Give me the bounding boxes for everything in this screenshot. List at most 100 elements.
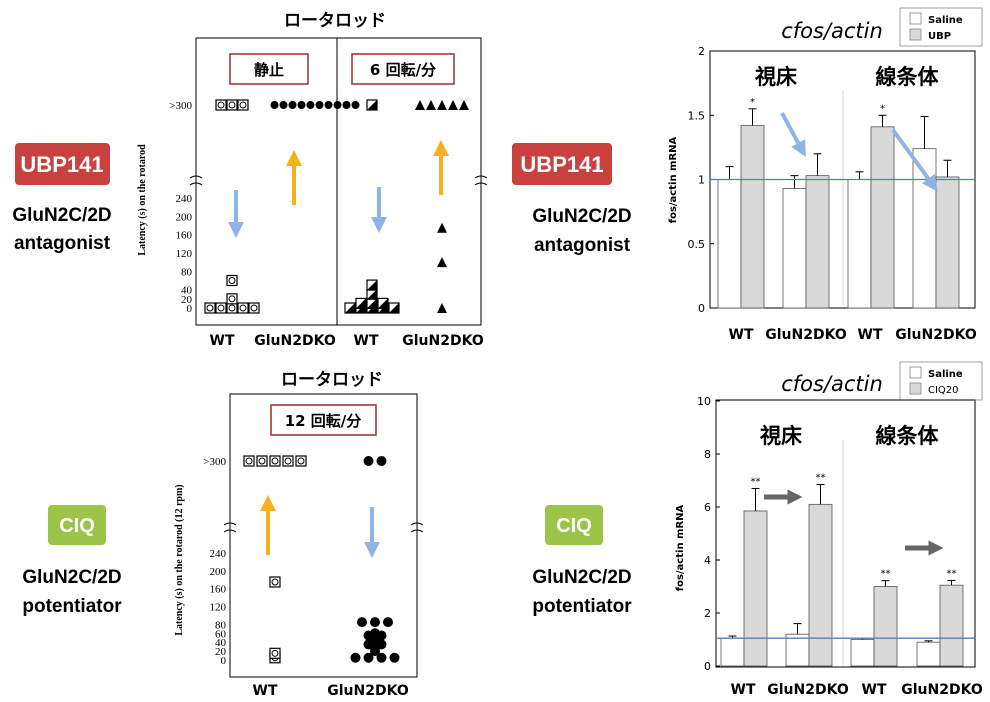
cfos-top-ylabel: fos/actin mRNA	[668, 136, 679, 223]
point-top-1-1	[426, 100, 436, 110]
bottom-ytick-40: 40	[215, 637, 227, 649]
point-top-1-1	[415, 100, 425, 110]
point-bottom-1	[357, 617, 367, 628]
botbar-wt-2: WT	[862, 682, 887, 698]
legend-bottom-ciq: CIQ20	[928, 385, 959, 396]
legend-ciq-swatch	[909, 382, 922, 395]
point-bottom-1	[376, 652, 387, 663]
bottom-ytick-200: 200	[210, 566, 227, 578]
point-bottom-0	[256, 455, 268, 467]
ciq-desc-mid-1: GluN2C/2D	[532, 567, 631, 588]
rotarod-bottom-chart: ロータロッド 12 回転/分 Latency (s) on the rotaro…	[174, 370, 424, 699]
bottom-ytick-240: 240	[210, 548, 227, 560]
point-bottom-0	[295, 455, 307, 467]
condition-6rpm-label: 6 回転/分	[370, 61, 436, 79]
point-top-0-0	[237, 99, 249, 111]
top-ytick-0: 0	[187, 303, 193, 315]
point-top-1-1	[448, 100, 458, 110]
point-top-0-1	[297, 101, 306, 109]
point-bottom-1	[376, 456, 387, 466]
point-top-1-0	[366, 279, 378, 291]
cfos-top-title: cfos/actin	[781, 19, 883, 43]
diag-arrow-blue-2	[891, 128, 938, 192]
botbar-ytick: 8	[704, 448, 711, 461]
point-bottom-1	[370, 628, 380, 639]
bottom-ytick-80: 80	[215, 619, 227, 631]
topbar-bar-saline	[847, 179, 872, 309]
striatum-label-bottom: 線条体	[876, 424, 940, 448]
point-top-0-0	[226, 302, 238, 314]
condition-box-6rpm	[351, 53, 455, 85]
point-top-0-1	[270, 101, 279, 109]
point-top-1-1	[437, 100, 447, 110]
condition-box-static	[229, 53, 309, 85]
ciq-desc-mid-2: potentiator	[532, 596, 632, 617]
point-bottom-1	[363, 456, 374, 466]
point-top-1-0	[366, 297, 378, 310]
point-top-0-1	[306, 101, 315, 109]
point-top-1-0	[377, 297, 389, 310]
botbar-bar-ciq20	[743, 510, 768, 667]
point-top-1-1	[437, 257, 447, 268]
point-top-0-0	[215, 99, 227, 111]
thalamus-label-top: 視床	[754, 65, 797, 89]
ubp141-label-mid: UBP141	[520, 152, 603, 177]
top-static-ko-label: GluN2DKO	[254, 333, 336, 349]
botbar-bar-ciq20	[939, 584, 964, 667]
cfos-bottom-chart: cfos/actin Saline CIQ20 fos/actin mRNA 視…	[675, 361, 983, 698]
ubp-desc-mid-1: GluN2C/2D	[532, 206, 631, 227]
topbar-bar-saline	[717, 179, 742, 309]
botbar-bar-saline	[916, 641, 941, 667]
botbar-significance: **	[947, 568, 957, 579]
botbar-ytick: 0	[704, 660, 711, 673]
botbar-bar-ciq20	[808, 503, 833, 667]
ciq-label: CIQ	[59, 515, 95, 537]
ciq-desc-line1: GluN2C/2D	[22, 567, 121, 588]
cfos-bottom-ylabel: fos/actin mRNA	[675, 504, 686, 591]
point-top-0-0	[237, 302, 249, 314]
botbar-wt-1: WT	[731, 682, 756, 698]
point-top-0-0	[226, 99, 238, 111]
ciq-badge-mid: CIQ	[545, 505, 603, 545]
bottom-wt-label: WT	[253, 683, 278, 699]
cfos-bottom-title: cfos/actin	[781, 372, 883, 396]
point-bottom-0	[282, 455, 294, 467]
point-top-1-1	[459, 100, 469, 110]
topbar-bar-saline	[782, 188, 807, 309]
point-bottom-0	[243, 455, 255, 467]
bottom-ko-label: GluN2DKO	[327, 683, 409, 699]
botbar-bar-ciq20	[873, 586, 898, 667]
point-bottom-1	[363, 652, 374, 663]
rotarod-bottom-ylabel: Latency (s) on the rotarod (12 rpm)	[174, 484, 185, 635]
point-top-1-1	[437, 303, 447, 313]
topbar-bar-ubp	[740, 125, 765, 309]
topbar-bar-ubp	[870, 126, 895, 309]
point-top-0-1	[324, 101, 333, 109]
ubp-desc-mid-2: antagonist	[534, 235, 631, 256]
topbar-ko-2: GluN2DKO	[895, 327, 977, 343]
point-top-1-0	[366, 288, 378, 300]
bottom-ytick-60: 60	[215, 628, 227, 640]
topbar-ytick: 1.5	[688, 109, 706, 122]
point-top-0-1	[315, 101, 324, 109]
rotarod-top-ylabel: Latency (s) on the rotarod	[137, 144, 148, 256]
bottom-ytick-0: 0	[221, 655, 227, 667]
top-ytick-40: 40	[181, 285, 193, 297]
botbar-significance: **	[751, 476, 761, 487]
topbar-bar-ubp	[805, 175, 830, 309]
botbar-significance: **	[881, 569, 891, 580]
botbar-ytick: 4	[704, 554, 711, 567]
topbar-significance: *	[880, 103, 885, 114]
topbar-ytick: 0	[698, 302, 705, 315]
botbar-bar-saline	[850, 639, 875, 667]
legend-top-ubp: UBP	[928, 31, 951, 42]
botbar-ytick: 10	[697, 395, 711, 408]
point-bottom-0	[269, 576, 281, 588]
point-bottom-0	[269, 647, 281, 659]
ubp141-badge-left: UBP141	[15, 143, 110, 185]
ubp141-badge-mid: UBP141	[512, 143, 612, 185]
rotarod-top-title: ロータロッド	[284, 11, 386, 31]
tick-300: >300	[169, 100, 192, 112]
rotarod-top-chart: ロータロッド 静止 6 回転/分 Latency (s) on the rota…	[137, 11, 488, 349]
point-bottom-1	[389, 652, 400, 663]
